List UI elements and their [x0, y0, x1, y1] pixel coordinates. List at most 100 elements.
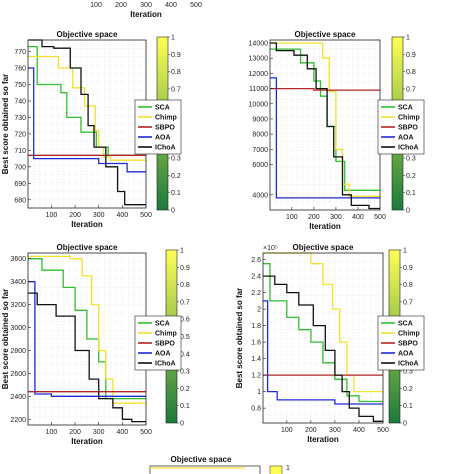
- legend-label: AOA: [398, 135, 414, 142]
- legend-label: AOA: [155, 135, 171, 142]
- y-tick-label: 1: [257, 389, 261, 396]
- y-tick-label: 7000: [252, 147, 268, 154]
- legend-label: IChoA: [398, 145, 419, 152]
- chart-panel-bottom-right: 100 200 300 400 500 0.8 1 1.2 1.4 1.6 1.8 2 2.2 2.4 2.…: [235, 243, 425, 444]
- bottom-strip-colorbar: [269, 465, 283, 474]
- y-tick-label: 2200: [10, 417, 26, 424]
- colorbar-tick-label: 0.1: [180, 403, 190, 410]
- x-tick-label: 400: [352, 214, 364, 221]
- colorbar-tick-label: 0.2: [406, 173, 416, 180]
- y-axis-label: Best score obtained so far: [1, 289, 10, 389]
- y-tick-label: 9000: [252, 116, 268, 123]
- x-tick-label: 100: [46, 429, 58, 436]
- legend-label: SBPO: [155, 341, 175, 348]
- legend-label: AOA: [155, 351, 171, 358]
- top-strip-tick: 200: [115, 2, 127, 9]
- colorbar-tick-label: 0: [180, 421, 184, 428]
- chart-title: Objective space: [57, 243, 118, 252]
- top-strip-xlabel: Iteration: [130, 10, 162, 19]
- top-strip-tick: 300: [140, 2, 152, 9]
- bottom-strip-axes: [149, 465, 261, 474]
- legend-label: Chimp: [155, 115, 177, 122]
- y-tick-label: 2.4: [251, 274, 261, 281]
- colorbar-tick-label: 0: [406, 208, 410, 215]
- x-tick-label: 100: [46, 212, 58, 219]
- legend-box: [377, 99, 425, 155]
- top-strip-tick: 400: [165, 2, 177, 9]
- x-tick-label: 300: [330, 214, 342, 221]
- colorbar-tick-label: 0.9: [403, 265, 413, 272]
- y-axis-label: Best score obtained so far: [235, 288, 244, 388]
- x-tick-label: 300: [93, 429, 105, 436]
- series-line-sbpo: [270, 87, 380, 91]
- series-lines: [270, 42, 380, 210]
- colorbar-tick-label: 0: [403, 421, 407, 428]
- y-tick-label: 3600: [10, 256, 26, 263]
- series-line-aoa: [28, 281, 146, 397]
- y-tick-label: 6000: [252, 162, 268, 169]
- y-tick-label: 10000: [249, 101, 269, 108]
- x-tick-label: 300: [329, 427, 341, 434]
- y-tick-label: 2.6: [251, 257, 261, 264]
- legend-label: SBPO: [155, 125, 175, 132]
- chart-title: Objective space: [57, 30, 118, 39]
- x-tick-label: 400: [117, 212, 129, 219]
- x-tick-label: 300: [93, 212, 105, 219]
- y-tick-label: 2400: [10, 394, 26, 401]
- colorbar-tick-label: 0.7: [180, 299, 190, 306]
- y-exponent-label: ×10⁵: [263, 245, 278, 252]
- y-tick-label: 1.4: [251, 356, 261, 363]
- legend-label: SBPO: [398, 341, 418, 348]
- x-tick-label: 400: [117, 429, 129, 436]
- series-line-ichoa: [263, 275, 383, 422]
- y-tick-label: 730: [14, 115, 26, 122]
- y-tick-label: 0.8: [251, 406, 261, 413]
- y-tick-label: 2800: [10, 348, 26, 355]
- series-line-sca: [270, 48, 380, 191]
- bottom-strip: Objective space 1: [149, 455, 290, 474]
- top-strip: 100 200 300 400 500 Iteration: [90, 2, 202, 19]
- colorbar-tick-label: 0.5: [180, 334, 190, 341]
- colorbar-tick-label: 0.9: [180, 265, 190, 272]
- legend-label: Chimp: [398, 115, 420, 122]
- y-tick-label: 2600: [10, 371, 26, 378]
- chart-panel-bottom-left: 100 200 300 400 500 2200 2400 2600 2800 3000 3200 3…: [1, 243, 190, 446]
- series-line-chimp: [28, 55, 146, 161]
- y-tick-label: 700: [14, 164, 26, 171]
- y-tick-label: 11000: [249, 86, 268, 93]
- top-strip-tick: 100: [90, 2, 102, 9]
- colorbar-tick-label: 0.8: [403, 282, 413, 289]
- y-tick-label: 750: [14, 82, 26, 89]
- series-lines: [28, 39, 146, 206]
- colorbar-tick-label: 0: [171, 208, 175, 215]
- legend-label: Chimp: [155, 331, 177, 338]
- legend-label: SBPO: [398, 125, 418, 132]
- x-tick-label: 400: [353, 427, 365, 434]
- colorbar-tick-label: 0.7: [171, 86, 181, 93]
- y-tick-label: 770: [14, 49, 26, 56]
- series-line-aoa: [28, 67, 146, 173]
- x-axis-label: Iteration: [71, 437, 103, 446]
- colorbar-tick-label: 0.7: [406, 86, 416, 93]
- y-tick-label: 3200: [10, 302, 26, 309]
- colorbar-tick-label: 0.3: [406, 156, 416, 163]
- legend-label: IChoA: [155, 145, 176, 152]
- colorbar-tick-label: 0.3: [171, 156, 181, 163]
- y-tick-label: 14000: [249, 41, 269, 48]
- chart-title: Objective space: [295, 30, 356, 39]
- x-tick-label: 100: [286, 214, 298, 221]
- legend-label: IChoA: [398, 361, 419, 368]
- series-line-aoa: [270, 77, 380, 199]
- y-tick-label: 1.6: [251, 340, 261, 347]
- colorbar-tick-label: 1: [171, 35, 175, 42]
- chart-panel-top-left: 100 200 300 400 500 680 690 700 710 720 730 740 750 7…: [1, 30, 182, 229]
- colorbar-tick-label: 0.2: [171, 173, 181, 180]
- series-lines: [263, 252, 383, 422]
- colorbar-tick-label: 0.4: [180, 351, 190, 358]
- legend-label: Chimp: [398, 331, 420, 338]
- colorbar-tick-label: 0.1: [171, 190, 181, 197]
- y-tick-label: 12000: [249, 71, 269, 78]
- x-tick-label: 500: [377, 427, 389, 434]
- colorbar-tick-label: 1: [406, 35, 410, 42]
- colorbar-tick-label: 0.8: [171, 69, 181, 76]
